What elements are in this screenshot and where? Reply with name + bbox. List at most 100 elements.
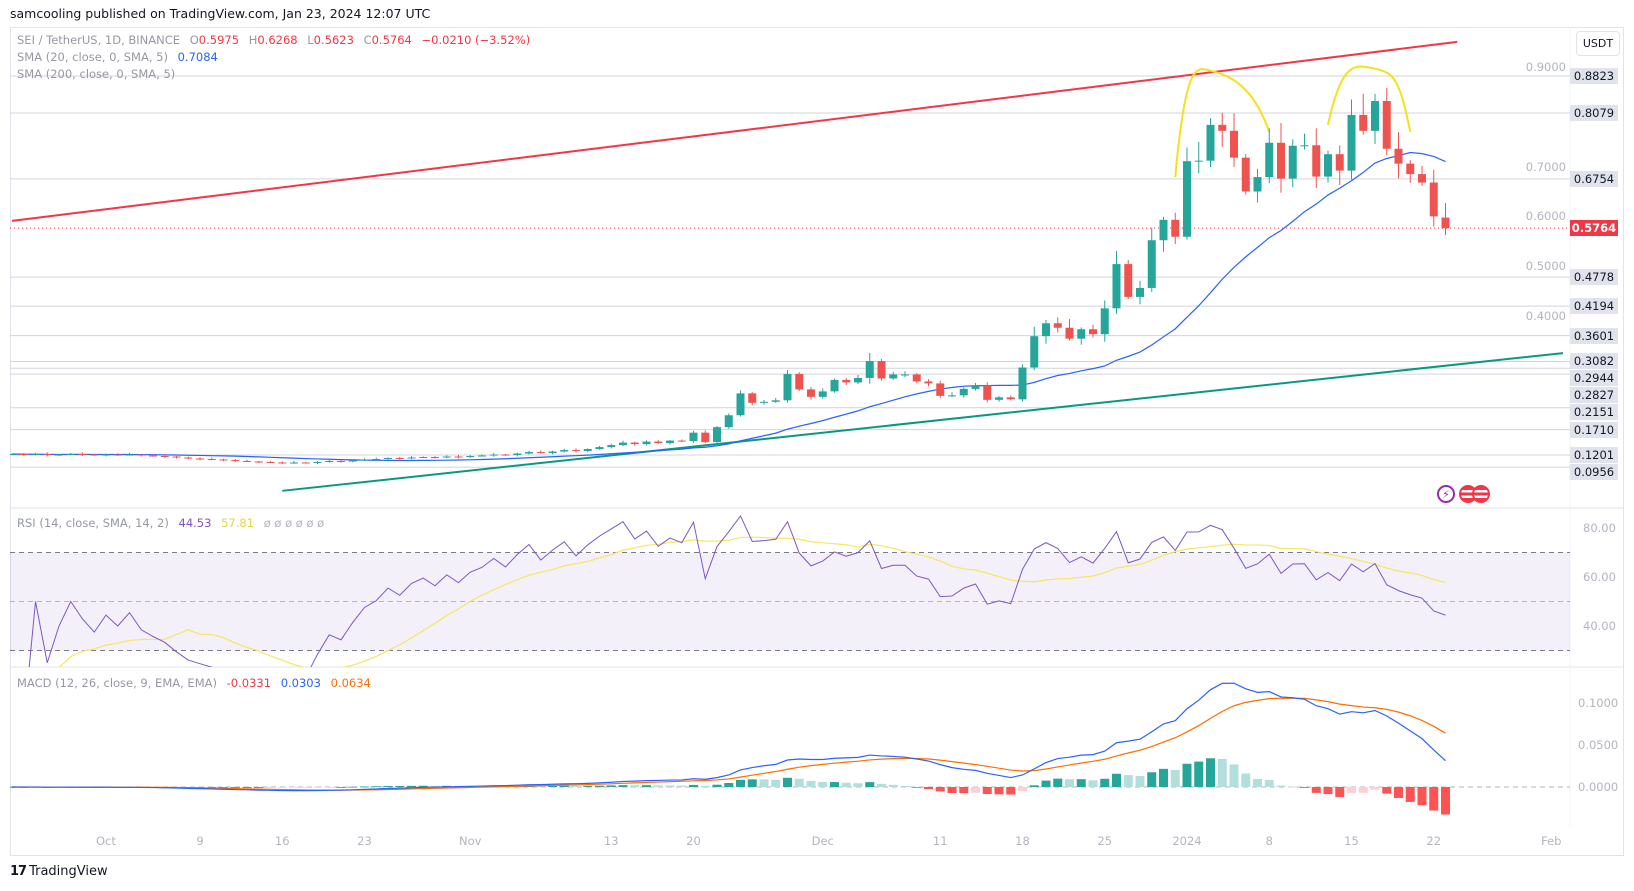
high-label: H [248, 33, 258, 47]
macd-histogram-bar [689, 784, 698, 787]
level-price-label: 0.8823 [1570, 68, 1618, 84]
macd-histogram-bar [1206, 758, 1215, 787]
candle-down [184, 457, 193, 459]
macd-histogram-bar [242, 787, 252, 789]
sma200-legend[interactable]: SMA (200, close, 0, SMA, 5) [17, 67, 177, 81]
candle-up [55, 454, 63, 456]
candle-up [1206, 124, 1215, 161]
macd-histogram-bar [1018, 787, 1027, 791]
price-tick-label: 0.5000 [1525, 259, 1566, 274]
rsi-ma-line [58, 536, 1446, 667]
macd-histogram-bar [1065, 779, 1074, 787]
candle-up [560, 450, 569, 452]
candle-down [78, 454, 87, 456]
macd-histogram-bar [289, 787, 299, 788]
macd-histogram-bar [1041, 780, 1051, 787]
macd-histogram-bar [383, 786, 393, 787]
macd-histogram-bar [935, 787, 945, 792]
macd-histogram-bar [1217, 758, 1227, 787]
candle-down [501, 454, 510, 456]
candle-down [1218, 124, 1227, 131]
candle-down [630, 442, 639, 445]
rsi-pane [10, 514, 1570, 667]
candle-down [395, 457, 404, 459]
sma20-legend[interactable]: SMA (20, close, 0, SMA, 5) 0.7084 [17, 50, 220, 64]
time-axis-label: 18 [1015, 834, 1030, 848]
high-value: 0.6268 [257, 33, 298, 47]
time-axis-label: 15 [1344, 834, 1359, 848]
macd-value: 0.0303 [280, 676, 321, 690]
candle-down [431, 457, 439, 459]
macd-histogram-bar [277, 787, 287, 788]
level-price-label: 0.2827 [1570, 387, 1618, 404]
candle-up [713, 427, 721, 443]
candle-down [1053, 323, 1062, 328]
candle-up [313, 461, 322, 463]
candle-up [290, 462, 298, 464]
candle-down [1359, 114, 1368, 131]
candle-down [113, 454, 122, 456]
macd-tick-label: 0.1000 [1578, 696, 1619, 710]
macd-histogram-bar [1382, 787, 1392, 794]
lightning-event-icon[interactable]: ⚡ [1437, 485, 1455, 503]
candle-down [19, 454, 28, 456]
macd-histogram-bar [724, 783, 734, 787]
chart-frame [10, 27, 1624, 856]
level-price-label: 0.6754 [1570, 170, 1618, 187]
macd-histogram-bar [806, 780, 816, 787]
candle-up [959, 388, 968, 396]
candle-down [254, 461, 263, 463]
candle-up [1100, 308, 1109, 335]
macd-histogram-bar [783, 777, 792, 787]
macd-histogram-bar [924, 787, 933, 790]
macd-histogram-bar [665, 785, 675, 787]
symbol-label[interactable]: SEI / TetherUS, 1D, BINANCE [17, 33, 181, 47]
candle-down [924, 381, 933, 384]
macd-histogram-bar [853, 783, 863, 787]
candle-up [1112, 264, 1121, 309]
candle-down [231, 459, 240, 461]
candle-down [842, 379, 851, 383]
low-value: 0.5623 [313, 33, 354, 47]
candle-up [1136, 287, 1144, 297]
macd-histogram-bar [348, 786, 358, 788]
macd-histogram-bar [1076, 779, 1086, 787]
footer-brand[interactable]: 17 TradingView [10, 864, 108, 879]
currency-button[interactable]: USDT [1576, 31, 1620, 56]
macd-histogram-bar [336, 786, 346, 788]
main-legend: SEI / TetherUS, 1D, BINANCE O0.5975 H0.6… [17, 33, 532, 47]
macd-histogram-bar [1394, 787, 1403, 798]
candle-up [642, 441, 651, 445]
macd-histogram-bar [313, 787, 322, 788]
change-value: −0.0210 (−3.52%) [421, 33, 531, 47]
candles [10, 88, 1450, 465]
macd-histogram-bar [324, 787, 334, 788]
macd-legend[interactable]: MACD (12, 26, close, 9, EMA, EMA) -0.033… [17, 676, 373, 690]
candle-down [243, 460, 251, 462]
candle-up [1159, 219, 1168, 241]
candle-up [1194, 160, 1203, 162]
candle-down [1241, 157, 1250, 192]
candle-down [807, 389, 815, 397]
time-axis-label: 8 [1265, 834, 1273, 848]
macd-histogram-bar [1159, 768, 1168, 787]
candle-up [1324, 154, 1332, 177]
candle-down [1230, 130, 1238, 158]
level-price-label: 0.1710 [1570, 421, 1618, 438]
macd-histogram-bar [959, 787, 969, 794]
macd-histogram-bar [1241, 773, 1251, 787]
macd-histogram-bar [606, 785, 616, 787]
macd-histogram-bar [395, 785, 405, 787]
candle-down [654, 441, 663, 444]
candle-down [149, 455, 157, 457]
candle-up [595, 447, 604, 450]
macd-histogram-bar [947, 787, 957, 794]
candle-down [983, 385, 992, 400]
rsi-legend[interactable]: RSI (14, close, SMA, 14, 2) 44.53 57.81 … [17, 516, 326, 530]
macd-histogram-value: -0.0331 [226, 676, 272, 690]
candle-up [830, 379, 839, 392]
candle-up [478, 455, 486, 457]
us-flag-icon[interactable] [1472, 485, 1490, 503]
level-price-label: 0.4194 [1570, 298, 1618, 315]
